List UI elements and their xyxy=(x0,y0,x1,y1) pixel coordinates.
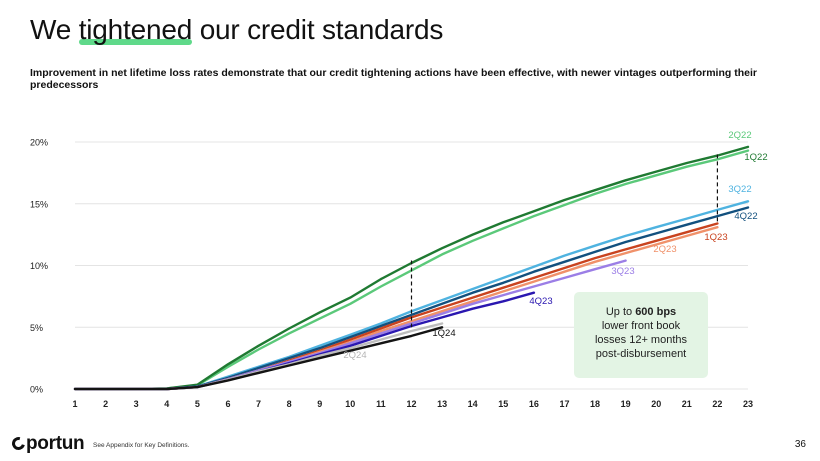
x-tick-label: 22 xyxy=(712,399,722,409)
x-tick-label: 2 xyxy=(103,399,108,409)
callout-line-1: Up to 600 bps xyxy=(574,305,708,319)
page-subtitle: Improvement in net lifetime loss rates d… xyxy=(30,67,757,91)
oportun-logo: portun xyxy=(9,433,85,455)
series-label-4q22: 4Q22 xyxy=(734,211,757,222)
y-tick-label: 0% xyxy=(30,385,43,395)
x-tick-label: 5 xyxy=(195,399,200,409)
x-tick-label: 10 xyxy=(345,399,355,409)
series-label-2q22: 2Q22 xyxy=(728,130,751,141)
x-tick-label: 11 xyxy=(376,399,386,409)
x-tick-label: 13 xyxy=(437,399,447,409)
x-tick-label: 21 xyxy=(682,399,692,409)
footnote: See Appendix for Key Definitions. xyxy=(93,442,190,449)
x-tick-label: 18 xyxy=(590,399,600,409)
series-label-3q22: 3Q22 xyxy=(728,184,751,195)
callout-line-3: losses 12+ months xyxy=(594,334,688,346)
callout-line-4: post-disbursement xyxy=(595,348,687,360)
x-tick-label: 3 xyxy=(134,399,139,409)
series-label-4q23: 4Q23 xyxy=(529,296,552,307)
series-label-3q23: 3Q23 xyxy=(611,266,634,277)
callout-prefix: Up to xyxy=(605,306,636,318)
x-tick-label: 6 xyxy=(225,399,230,409)
callout-box: Up to 600 bps lower front book losses 12… xyxy=(574,292,708,378)
series-label-1q24: 1Q24 xyxy=(432,328,455,339)
series-label-2q23: 2Q23 xyxy=(653,244,676,255)
x-tick-label: 14 xyxy=(468,399,478,409)
x-tick-label: 23 xyxy=(743,399,753,409)
x-tick-label: 12 xyxy=(406,399,416,409)
page-title: We tightened our credit standards xyxy=(30,14,443,46)
y-tick-label: 20% xyxy=(30,138,48,148)
series-label-1q22: 1Q22 xyxy=(744,152,767,163)
y-tick-label: 10% xyxy=(30,261,48,271)
title-prefix: We xyxy=(30,14,79,45)
y-tick-label: 15% xyxy=(30,199,48,209)
logo-text: portun xyxy=(26,433,85,454)
x-tick-label: 15 xyxy=(498,399,508,409)
series-line-1q24 xyxy=(73,326,444,391)
x-tick-label: 9 xyxy=(317,399,322,409)
logo-o-icon xyxy=(9,434,28,453)
x-tick-label: 17 xyxy=(559,399,569,409)
y-tick-label: 5% xyxy=(30,323,43,333)
series-label-1q23: 1Q23 xyxy=(704,232,727,243)
x-tick-label: 20 xyxy=(651,399,661,409)
callout-line-2: lower front book xyxy=(601,320,681,332)
page-number: 36 xyxy=(794,439,806,450)
x-tick-label: 19 xyxy=(621,399,631,409)
callout-highlight: 600 bps xyxy=(635,306,677,318)
x-tick-label: 7 xyxy=(256,399,261,409)
x-tick-label: 1 xyxy=(72,399,77,409)
series-label-2q24: 2Q24 xyxy=(343,350,366,361)
x-tick-label: 8 xyxy=(287,399,292,409)
x-tick-label: 16 xyxy=(529,399,539,409)
x-tick-label: 4 xyxy=(164,399,169,409)
title-suffix: our credit standards xyxy=(192,14,444,45)
title-highlight-text: tightened xyxy=(78,14,193,45)
title-highlight: tightened xyxy=(78,14,193,46)
